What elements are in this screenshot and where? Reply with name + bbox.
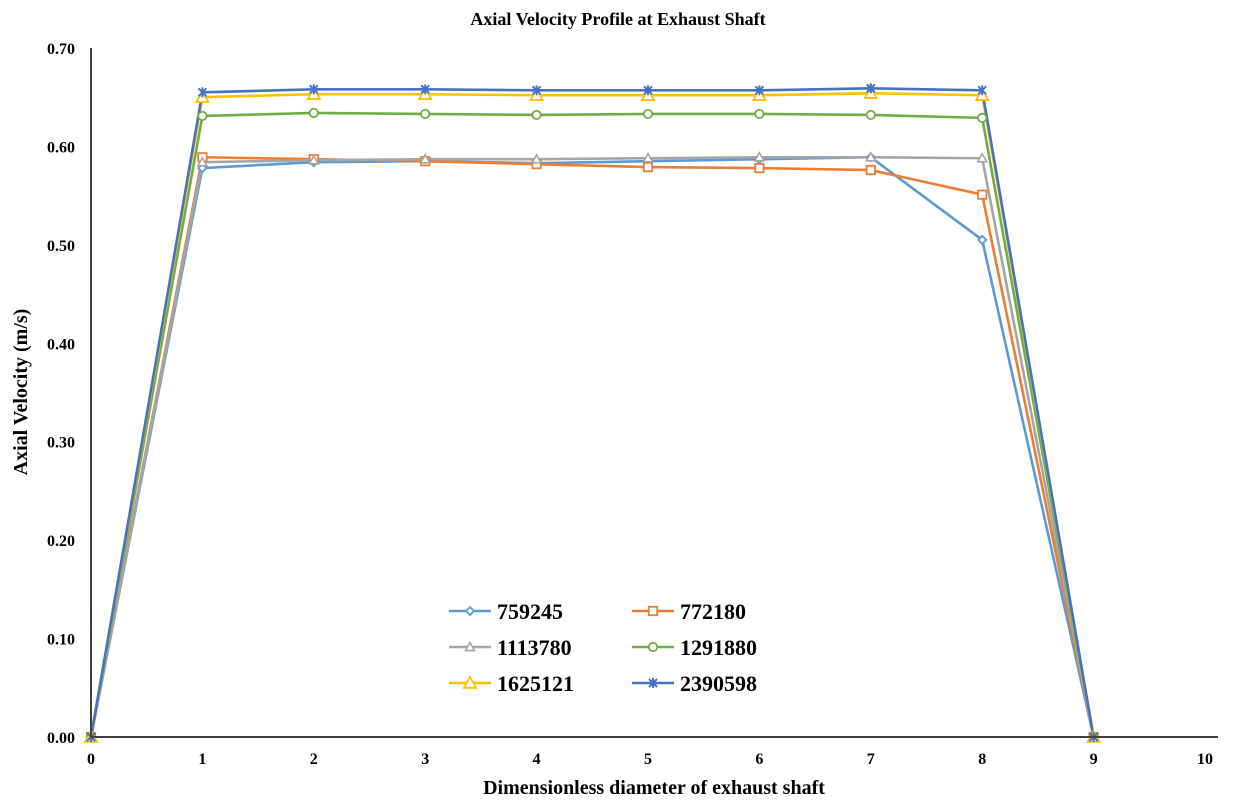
y-tick-label: 0.40 <box>47 336 75 353</box>
series-markers-759245 <box>85 151 1099 743</box>
legend-label: 772180 <box>680 599 746 624</box>
x-tick-label: 4 <box>533 751 541 768</box>
series-759245 <box>89 155 1095 738</box>
data-point-legend-772180 <box>647 605 659 617</box>
series-1113780 <box>89 155 1095 738</box>
data-point-legend-759245 <box>464 605 476 617</box>
y-tick-label: 0.70 <box>47 41 75 58</box>
y-tick-label: 0.30 <box>47 435 75 452</box>
series-2390598 <box>89 87 1095 738</box>
legend-item: 1625121 <box>449 671 574 696</box>
data-point-1113780-1 <box>196 156 209 167</box>
x-tick-label: 7 <box>867 751 875 768</box>
data-point-1113780-7 <box>864 151 877 162</box>
x-tick-label: 10 <box>1197 751 1213 768</box>
x-tick-label: 8 <box>978 751 986 768</box>
x-tick-label: 6 <box>755 751 763 768</box>
plot-area <box>83 83 1102 743</box>
chart-title: Axial Velocity Profile at Exhaust Shaft <box>470 9 765 29</box>
data-point-1113780-2 <box>307 154 320 165</box>
data-point-2390598-5 <box>643 85 653 96</box>
legend: 759245 772180 1113780 1291880 1625121 2390598 <box>449 599 757 696</box>
y-tick-label: 0.10 <box>47 632 75 649</box>
series-1625121 <box>89 91 1095 738</box>
data-point-2390598-2 <box>309 84 319 95</box>
data-point-1291880-1 <box>197 110 208 122</box>
data-point-1291880-5 <box>642 108 654 120</box>
x-tick-labels: 0 1 2 3 4 5 6 7 8 9 10 <box>87 751 1213 768</box>
data-point-772180-7 <box>865 164 876 176</box>
series-772180 <box>89 155 1095 738</box>
x-axis-title: Dimensionless diameter of exhaust shaft <box>483 777 825 799</box>
data-point-2390598-8 <box>977 85 987 96</box>
data-point-legend-1113780 <box>464 640 476 652</box>
legend-label: 1113780 <box>497 635 572 660</box>
legend-label: 759245 <box>497 599 563 624</box>
data-point-1291880-3 <box>420 108 431 120</box>
data-point-2390598-1 <box>197 87 208 98</box>
x-tick-label: 5 <box>644 751 652 768</box>
data-point-1113780-6 <box>753 151 766 162</box>
series-markers-1625121 <box>83 85 1102 743</box>
series-markers-1291880 <box>85 107 1099 743</box>
x-tick-label: 0 <box>87 751 95 768</box>
series-markers-772180 <box>85 152 1099 743</box>
x-tick-label: 1 <box>198 751 206 768</box>
data-point-1291880-8 <box>977 112 988 123</box>
legend-item: 759245 <box>449 599 563 624</box>
data-point-2390598-3 <box>420 84 430 95</box>
series-markers-2390598 <box>86 83 1099 742</box>
data-point-1113780-8 <box>976 152 989 163</box>
y-tick-label: 0.20 <box>47 533 75 550</box>
data-point-772180-8 <box>977 189 988 200</box>
y-axis-title: Axial Velocity (m/s) <box>10 309 32 476</box>
legend-label: 1291880 <box>680 635 757 660</box>
legend-item: 772180 <box>632 599 746 624</box>
legend-label: 1625121 <box>497 671 574 696</box>
series-markers-1113780 <box>85 151 1100 742</box>
data-point-1113780-4 <box>530 153 543 164</box>
legend-label: 2390598 <box>680 671 757 696</box>
data-point-1291880-7 <box>865 109 876 121</box>
data-point-772180-6 <box>754 162 765 174</box>
legend-item: 1113780 <box>449 635 572 660</box>
data-point-772180-5 <box>642 161 654 173</box>
data-point-1291880-4 <box>531 109 542 121</box>
data-point-1113780-5 <box>642 152 654 163</box>
legend-item: 1291880 <box>632 635 757 660</box>
series-1291880 <box>89 111 1095 738</box>
x-tick-label: 9 <box>1090 751 1098 768</box>
series-line-1625121 <box>89 91 1095 738</box>
y-tick-label: 0.60 <box>47 139 75 156</box>
data-point-1291880-6 <box>754 108 765 120</box>
data-point-2390598-6 <box>754 85 765 96</box>
series-line-772180 <box>89 155 1095 738</box>
y-tick-label: 0.00 <box>47 730 75 747</box>
series-line-759245 <box>89 155 1095 738</box>
data-point-2390598-4 <box>531 85 542 96</box>
x-tick-label: 2 <box>310 751 318 768</box>
legend-item: 2390598 <box>632 671 757 696</box>
data-point-1291880-2 <box>308 107 319 119</box>
x-tick-label: 3 <box>421 751 429 768</box>
data-point-legend-2390598 <box>648 678 658 688</box>
series-line-2390598 <box>89 87 1095 738</box>
data-point-2390598-7 <box>866 83 876 94</box>
data-point-legend-1625121 <box>462 675 478 689</box>
y-tick-label: 0.50 <box>47 238 75 255</box>
data-point-legend-1291880 <box>647 641 659 653</box>
data-point-759245-8 <box>976 234 988 246</box>
series-line-1291880 <box>89 111 1095 738</box>
data-point-1113780-3 <box>419 153 432 164</box>
y-tick-labels: 0.00 0.10 0.20 0.30 0.40 0.50 0.60 0.70 <box>47 41 75 747</box>
series-line-1113780 <box>89 155 1095 738</box>
